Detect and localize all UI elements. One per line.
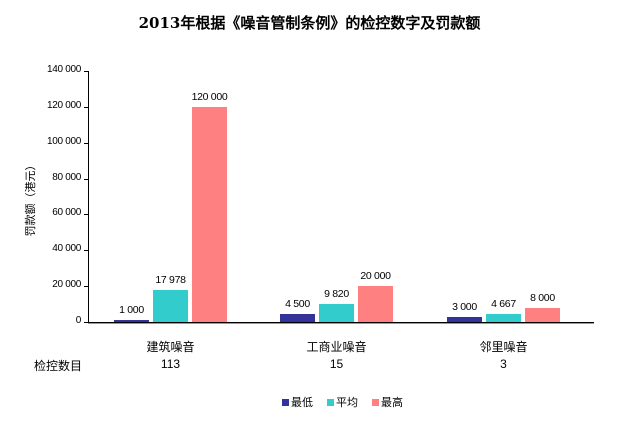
- y-tick-label: 0: [75, 315, 82, 326]
- legend-swatch-icon: [372, 398, 379, 406]
- y-tick: [84, 286, 89, 288]
- legend: 最低 平均 最高: [282, 394, 403, 410]
- legend-swatch-icon: [327, 398, 334, 406]
- legend-item: 最高: [372, 394, 403, 410]
- legend-label: 最低: [291, 396, 313, 409]
- y-tick: [84, 214, 89, 216]
- data-label: 20 000: [360, 270, 391, 283]
- y-tick: [84, 250, 89, 252]
- bar-平均: [153, 289, 188, 322]
- chart-title: 2013年根据《噪音管制条例》的检控数字及罚款额: [138, 14, 481, 32]
- count-row-label: 检控数目: [34, 359, 83, 373]
- y-tick-label: 40 000: [52, 243, 81, 255]
- legend-label: 最高: [381, 396, 403, 409]
- y-tick: [84, 71, 89, 72]
- y-tick-label: 60 000: [52, 207, 81, 219]
- category-label: 邻里噪音: [479, 340, 528, 354]
- category-label: 工商业噪音: [306, 340, 367, 354]
- data-label: 120 000: [191, 90, 228, 103]
- data-label: 8 000: [530, 291, 555, 304]
- bar-平均: [486, 313, 521, 322]
- data-label: 1 000: [119, 304, 144, 316]
- y-tick-label: 80 000: [52, 171, 81, 183]
- y-tick: [84, 178, 89, 180]
- data-label: 17 978: [155, 273, 186, 286]
- x-axis: [88, 322, 594, 323]
- legend-item: 平均: [327, 394, 358, 410]
- count-value: 113: [160, 357, 181, 371]
- y-axis-label: 罚款额（港元）: [24, 159, 37, 237]
- bar-平均: [319, 304, 354, 322]
- y-tick-label: 120 000: [46, 99, 81, 111]
- data-label: 4 667: [491, 297, 516, 310]
- count-value: 3: [500, 357, 507, 371]
- data-label: 9 820: [324, 288, 349, 301]
- bar-最低: [280, 313, 315, 322]
- count-value: 15: [329, 357, 344, 371]
- y-axis: [88, 71, 89, 323]
- bar-最高: [358, 286, 393, 322]
- bar-最高: [525, 307, 560, 322]
- x-axis-shadow: [88, 323, 594, 324]
- y-tick-label: 20 000: [52, 279, 81, 291]
- category-label: 建筑噪音: [146, 340, 195, 354]
- legend-item: 最低: [282, 394, 313, 410]
- y-tick: [84, 106, 89, 108]
- y-tick-label: 140 000: [46, 64, 81, 75]
- data-label: 3 000: [452, 300, 477, 313]
- bar-最低: [114, 320, 149, 322]
- y-tick: [84, 142, 89, 144]
- legend-label: 平均: [336, 396, 358, 409]
- data-label: 4 500: [285, 297, 310, 310]
- bar-最低: [447, 316, 482, 322]
- bar-最高: [192, 106, 227, 322]
- legend-swatch-icon: [282, 398, 289, 406]
- y-tick: [84, 322, 89, 323]
- y-tick-label: 100 000: [46, 135, 81, 147]
